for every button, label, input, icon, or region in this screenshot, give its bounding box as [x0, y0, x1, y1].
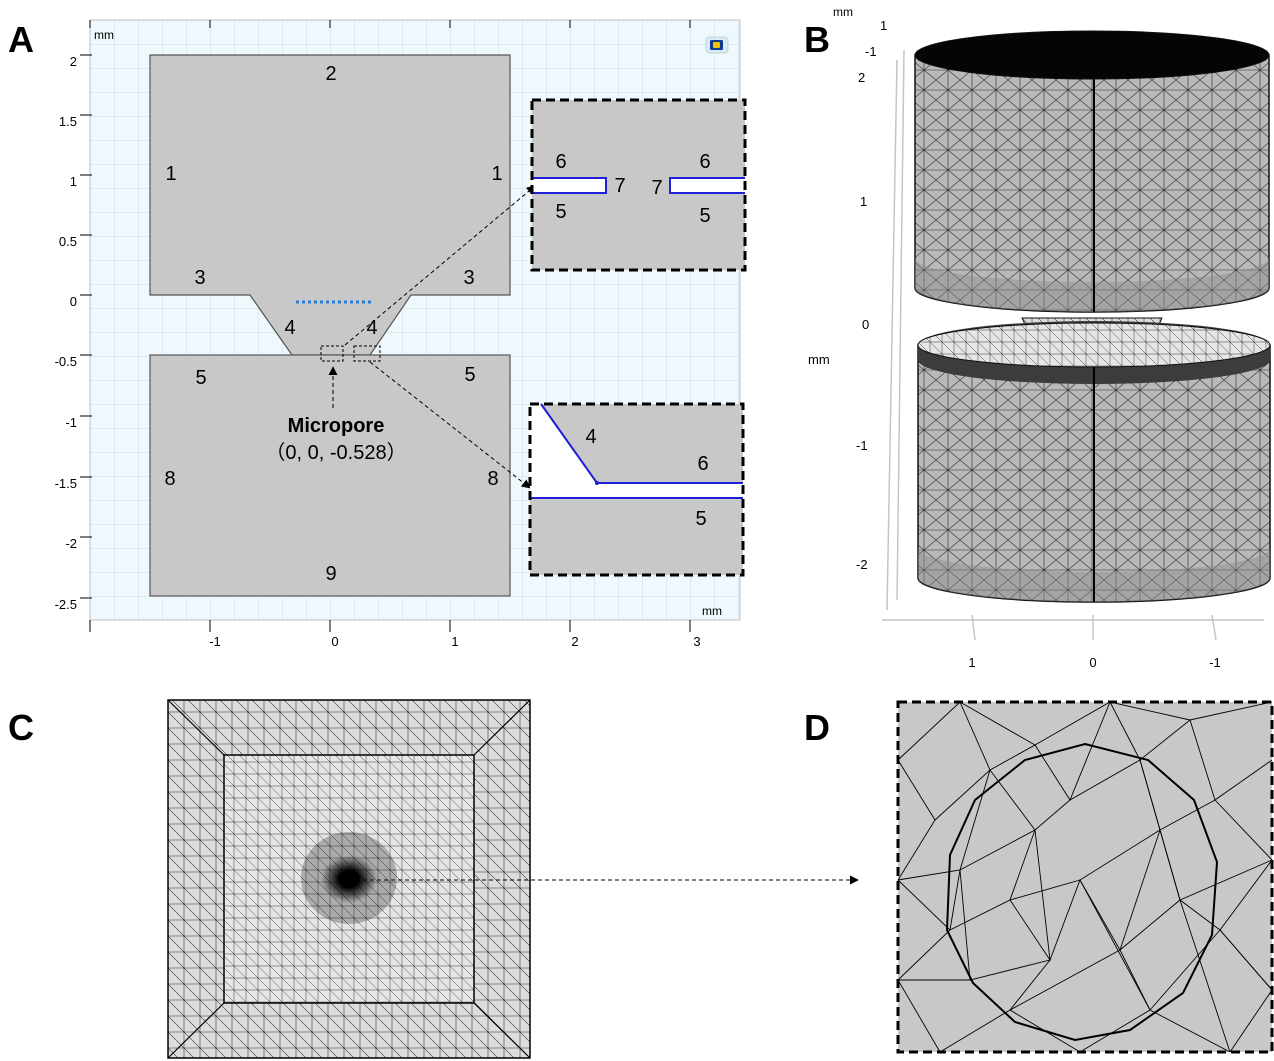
- region-label: 3: [194, 267, 205, 289]
- panel-a-unit-top: mm: [94, 28, 114, 42]
- b-x-tick-label: 0: [1089, 655, 1096, 670]
- inset-bottom: 4 6 5: [528, 402, 745, 577]
- region-label: 8: [164, 468, 175, 490]
- mesh-refinement-core: [321, 855, 377, 903]
- region-label: 2: [325, 63, 336, 85]
- y-tick-label: 0: [70, 294, 77, 309]
- panel-a-plot-frame: [89, 19, 741, 621]
- panel-a-x-ticks: [89, 20, 691, 632]
- panel-c: C: [8, 699, 859, 1059]
- panel-b-top-tick: 1: [880, 18, 887, 33]
- y-tick-label: -0.5: [55, 354, 77, 369]
- x-tick-label: 3: [693, 634, 700, 649]
- panel-b: B mm 1 -1 mm 2 1 0 -1 -2 1 0 -1: [804, 5, 1271, 670]
- micropore-circle-outline: [945, 742, 1219, 1042]
- z-tick-label: 1: [860, 194, 867, 209]
- x-tick-label: -1: [209, 634, 221, 649]
- y-tick-label: -2.5: [55, 597, 77, 612]
- inset-top-label: 5: [699, 205, 710, 227]
- panel-a-letter: A: [8, 19, 34, 60]
- region-label: 5: [464, 364, 475, 386]
- region-label: 1: [491, 163, 502, 185]
- comsol-logo-icon: [705, 36, 729, 54]
- panel-a: A mm mm 2 1.5 1 0.5 0 -0.5 -1 -1.5 -2 -2…: [8, 19, 747, 649]
- x-tick-label: 0: [331, 634, 338, 649]
- panel-b-x-ticks: 1 0 -1: [968, 655, 1220, 670]
- region-label: 3: [463, 267, 474, 289]
- b-x-tick-label: -1: [1209, 655, 1221, 670]
- z-tick-label: 2: [858, 70, 865, 85]
- inset-bottom-arrow: [369, 361, 531, 489]
- z-tick-label: -1: [856, 438, 868, 453]
- inset-bottom-label: 6: [697, 453, 708, 475]
- region-labels: 2 1 1 3 3 4 4 5 5 8 8 9: [164, 63, 502, 585]
- zoom-box-right: [353, 345, 381, 362]
- b-x-tick-label: 1: [968, 655, 975, 670]
- z-tick-label: -2: [856, 557, 868, 572]
- inset-top-label: 5: [555, 201, 566, 223]
- inset-top-label: 7: [614, 175, 625, 197]
- y-tick-label: -2: [65, 536, 77, 551]
- region-label: 4: [366, 317, 377, 339]
- inset-top-label: 6: [699, 151, 710, 173]
- inset-bottom-label: 5: [695, 508, 706, 530]
- inset-top-label: 7: [651, 177, 662, 199]
- panel-c-letter: C: [8, 707, 34, 748]
- panel-a-y-axis: 2 1.5 1 0.5 0 -0.5 -1 -1.5 -2 -2.5: [55, 54, 77, 612]
- x-tick-label: 1: [451, 634, 458, 649]
- panel-b-z-ticks: 2 1 0 -1 -2: [856, 70, 869, 572]
- y-tick-label: 2: [70, 54, 77, 69]
- panel-d-letter: D: [804, 707, 830, 748]
- region-label: 4: [284, 317, 295, 339]
- y-tick-label: -1: [65, 415, 77, 430]
- square-mesh-diagonals: [167, 699, 531, 1059]
- zoomed-mesh-frame: [896, 700, 1274, 1054]
- region-label: 8: [487, 468, 498, 490]
- region-label: 5: [195, 367, 206, 389]
- zoomed-mesh-lines: [897, 701, 1273, 1053]
- region-label: 9: [325, 563, 336, 585]
- lower-reservoir-shape: [149, 354, 511, 597]
- panel-b-axis-unit: mm: [833, 5, 853, 19]
- x-tick-label: 2: [571, 634, 578, 649]
- panel-a-x-axis: -1 0 1 2 3: [209, 634, 700, 649]
- inset-top-arrow: [344, 185, 536, 346]
- inset-top-label: 6: [555, 151, 566, 173]
- panel-b-vertical-unit: mm: [808, 352, 830, 367]
- panel-a-unit-bottom: mm: [702, 604, 722, 618]
- y-tick-label: 1.5: [59, 114, 77, 129]
- z-tick-label: 0: [862, 317, 869, 332]
- panel-d: D: [804, 700, 1274, 1054]
- panel-b-top-tick: -1: [865, 44, 877, 59]
- panel-b-letter: B: [804, 19, 830, 60]
- y-tick-label: 1: [70, 174, 77, 189]
- upper-cylinder-mesh: [914, 30, 1270, 313]
- y-tick-label: -1.5: [55, 476, 77, 491]
- inset-top: 6 7 5 7 6 5: [530, 98, 747, 272]
- micropore-coordinates: （0, 0, -0.528）: [265, 441, 406, 464]
- micropore-title: Micropore: [288, 415, 385, 437]
- region-label: 1: [165, 163, 176, 185]
- y-tick-label: 0.5: [59, 234, 77, 249]
- lower-cylinder-mesh: [917, 321, 1271, 603]
- panel-a-y-ticks: [80, 54, 92, 599]
- panel-b-axis-lines: [882, 49, 1264, 641]
- zoom-box-left: [320, 345, 344, 362]
- inset-bottom-label: 4: [585, 426, 596, 448]
